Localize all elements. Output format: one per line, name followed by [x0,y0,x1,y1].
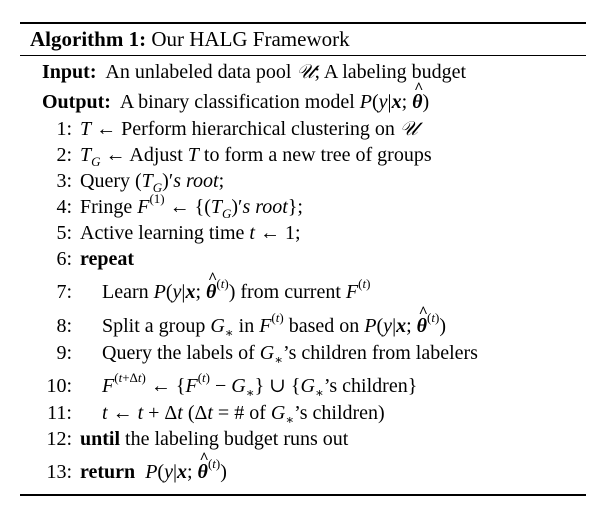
output-text: A binary classification model P(y|x; θ) [120,75,429,113]
step-7: 7: Learn P(y|x; θ(t)) from current F(t) [20,259,586,306]
step-text: t ← t + Δt (Δt = # of G∗’s children) [102,402,385,427]
step-number: 5: [56,222,72,244]
output-label: Output: [42,91,111,113]
step-number: 8: [56,315,72,337]
input-text: An unlabeled data pool 𝒰; A labeling bud… [105,61,467,83]
top-rule [20,22,586,24]
step-number: 2: [56,144,72,166]
step-text: F(t+Δt) ← {F(t) − G∗} ∪ {G∗’s children} [102,370,418,400]
step-12: 12: until the labeling budget runs out [20,426,586,452]
step-text: TG ← Adjust T to form a new tree of grou… [80,144,432,169]
step-text: repeat [80,248,135,270]
step-4: 4: Fringe F(1) ← {(TG)′s root}; [20,191,586,221]
algorithm-steps: 1: T ← Perform hierarchical clustering o… [20,116,586,486]
caption-title: Our HALG Framework [151,27,350,51]
step-number: 4: [56,196,72,218]
step-3: 3: Query (TG)′s root; [20,168,586,195]
step-10: 10: F(t+Δt) ← {F(t) − G∗} ∪ {G∗’s childr… [20,366,586,400]
step-number: 9: [56,342,72,364]
step-text: return P(y|x; θ(t)) [80,439,227,494]
step-text: Active learning time t ← 1; [80,222,301,244]
step-number: 1: [56,118,72,140]
bottom-rule [20,494,586,496]
step-number: 7: [56,281,72,303]
algorithm-box: Algorithm 1: Our HALG Framework Input: A… [20,22,586,496]
step-number: 13: [46,461,72,483]
step-number: 6: [56,248,72,270]
step-13: 13: return P(y|x; θ(t)) [20,439,586,486]
step-2: 2: TG ← Adjust T to form a new tree of g… [20,142,586,169]
step-number: 12: [46,428,72,450]
step-text: Learn P(y|x; θ(t)) from current F(t) [102,259,370,314]
step-number: 10: [46,375,72,397]
step-number: 3: [56,170,72,192]
step-5: 5: Active learning time t ← 1; [20,220,586,246]
caption-rule [20,55,586,56]
step-text: Split a group G∗ in F(t) based on P(y|x;… [102,293,446,348]
step-8: 8: Split a group G∗ in F(t) based on P(y… [20,293,586,340]
step-text: Query the labels of G∗’s children from l… [102,342,478,367]
step-text: until the labeling budget runs out [80,428,349,450]
step-text: T ← Perform hierarchical clustering on 𝒰 [80,118,418,140]
input-line: Input: An unlabeled data pool 𝒰; A label… [20,58,586,86]
output-line: Output: A binary classification model P(… [20,75,586,116]
step-text: Query (TG)′s root; [80,170,225,195]
caption-label: Algorithm 1: [30,27,147,51]
algorithm-caption: Algorithm 1: Our HALG Framework [20,24,586,55]
step-number: 11: [47,402,72,424]
step-text: Fringe F(1) ← {(TG)′s root}; [80,191,303,221]
step-9: 9: Query the labels of G∗’s children fro… [20,340,586,367]
step-6: 6: repeat [20,246,586,272]
step-11: 11: t ← t + Δt (Δt = # of G∗’s children) [20,400,586,427]
step-1: 1: T ← Perform hierarchical clustering o… [20,116,586,142]
input-label: Input: [42,61,97,83]
